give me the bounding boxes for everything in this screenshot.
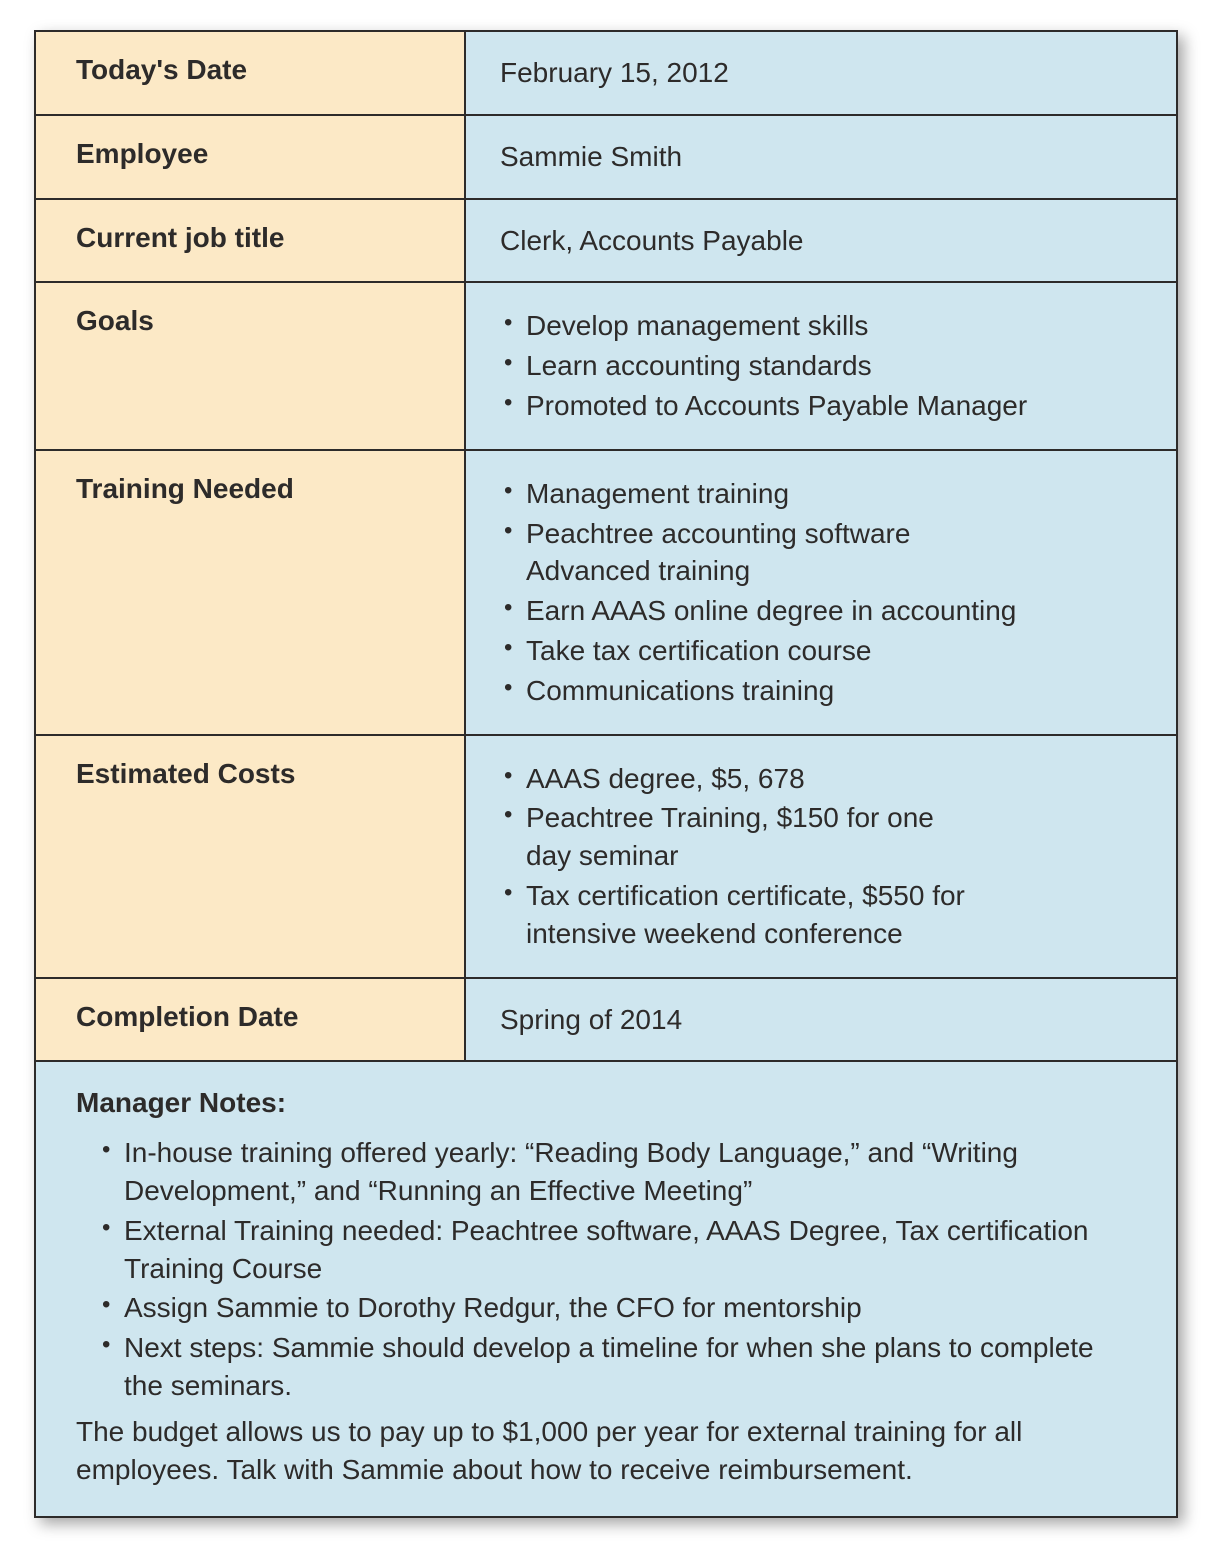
value-completion: Spring of 2014 — [466, 979, 1176, 1061]
list-item: Management training — [522, 475, 1148, 513]
notes-title: Manager Notes: — [76, 1084, 1136, 1122]
list-item-sub: Advanced training — [526, 552, 1148, 590]
training-list: Management training Peachtree accounting… — [500, 475, 1148, 710]
list-item-text: Earn AAAS online degree in accounting — [526, 595, 1016, 626]
list-item: Learn accounting standards — [522, 347, 1148, 385]
value-date: February 15, 2012 — [466, 32, 1176, 114]
list-item: Assign Sammie to Dorothy Redgur, the CFO… — [120, 1289, 1136, 1327]
list-item: AAAS degree, $5, 678 — [522, 760, 1148, 798]
label-completion: Completion Date — [36, 979, 466, 1061]
label-job-title: Current job title — [36, 200, 466, 282]
list-item-text: Take tax certification course — [526, 635, 872, 666]
list-item: Tax certification certificate, $550 for i… — [522, 877, 1148, 953]
value-training: Management training Peachtree accounting… — [466, 451, 1176, 734]
list-item: Promoted to Accounts Payable Manager — [522, 387, 1148, 425]
list-item: Next steps: Sammie should develop a time… — [120, 1329, 1136, 1405]
list-item: Earn AAAS online degree in accounting — [522, 592, 1148, 630]
row-costs: Estimated Costs AAAS degree, $5, 678 Pea… — [36, 736, 1176, 979]
list-item-text: AAAS degree, $5, 678 — [526, 763, 805, 794]
goals-list: Develop management skills Learn accounti… — [500, 307, 1148, 424]
row-completion: Completion Date Spring of 2014 — [36, 979, 1176, 1063]
list-item-text: Management training — [526, 478, 789, 509]
label-training: Training Needed — [36, 451, 466, 734]
row-training: Training Needed Management training Peac… — [36, 451, 1176, 736]
value-goals: Develop management skills Learn accounti… — [466, 283, 1176, 448]
value-job-title: Clerk, Accounts Payable — [466, 200, 1176, 282]
list-item: Peachtree accounting softwareAdvanced tr… — [522, 515, 1148, 591]
list-item: Develop management skills — [522, 307, 1148, 345]
list-item: In-house training offered yearly: “Readi… — [120, 1134, 1136, 1210]
list-item-text: Tax certification certificate, $550 for — [526, 880, 965, 911]
row-employee: Employee Sammie Smith — [36, 116, 1176, 200]
row-date: Today's Date February 15, 2012 — [36, 32, 1176, 116]
label-employee: Employee — [36, 116, 466, 198]
list-item-sub: day seminar — [526, 837, 1148, 875]
label-date: Today's Date — [36, 32, 466, 114]
list-item: Communications training — [522, 672, 1148, 710]
list-item-text: Peachtree Training, $150 for one — [526, 802, 934, 833]
list-item-text: Peachtree accounting software — [526, 518, 910, 549]
label-goals: Goals — [36, 283, 466, 448]
notes-list: In-house training offered yearly: “Readi… — [98, 1134, 1136, 1405]
value-employee: Sammie Smith — [466, 116, 1176, 198]
list-item: External Training needed: Peachtree soft… — [120, 1212, 1136, 1288]
manager-notes: Manager Notes: In-house training offered… — [36, 1062, 1176, 1516]
list-item: Take tax certification course — [522, 632, 1148, 670]
notes-footer: The budget allows us to pay up to $1,000… — [76, 1413, 1136, 1489]
label-costs: Estimated Costs — [36, 736, 466, 977]
row-job-title: Current job title Clerk, Accounts Payabl… — [36, 200, 1176, 284]
list-item-sub: intensive weekend conference — [526, 915, 1148, 953]
costs-list: AAAS degree, $5, 678 Peachtree Training,… — [500, 760, 1148, 953]
list-item: Peachtree Training, $150 for one day semi… — [522, 799, 1148, 875]
career-plan-card: Today's Date February 15, 2012 Employee … — [34, 30, 1178, 1518]
list-item-text: Communications training — [526, 675, 834, 706]
row-goals: Goals Develop management skills Learn ac… — [36, 283, 1176, 450]
value-costs: AAAS degree, $5, 678 Peachtree Training,… — [466, 736, 1176, 977]
